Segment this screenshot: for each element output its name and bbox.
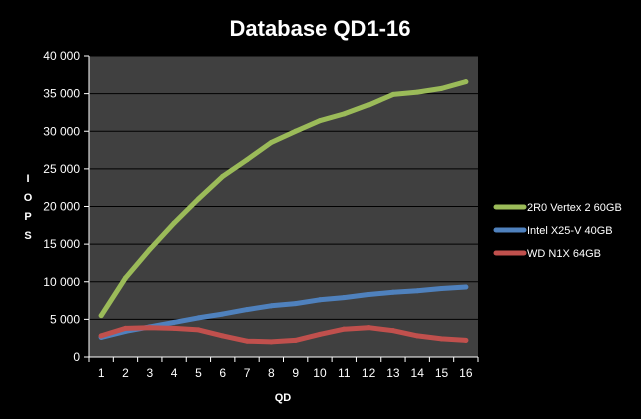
x-tick-label: 15 — [435, 366, 449, 380]
y-tick-label: 20 000 — [43, 200, 80, 214]
x-tick-label: 3 — [146, 366, 153, 380]
data-point — [390, 289, 396, 295]
data-point — [439, 286, 445, 292]
data-point — [171, 319, 177, 325]
y-tick-label: 30 000 — [43, 124, 80, 138]
x-tick-label: 11 — [338, 366, 351, 380]
data-point — [195, 327, 201, 333]
data-point — [366, 292, 372, 298]
data-point — [220, 173, 226, 179]
data-point — [341, 111, 347, 117]
y-axis-label-letter: I — [26, 173, 29, 185]
data-point — [244, 307, 250, 313]
x-axis-label: QD — [275, 392, 292, 404]
legend: 2R0 Vertex 2 60GB Intel X25-V 40GB WD N1X … — [493, 202, 622, 260]
data-point — [390, 91, 396, 97]
x-tick-label: 13 — [386, 366, 400, 380]
series-3 — [98, 325, 469, 345]
data-point — [293, 128, 299, 134]
data-point — [414, 333, 420, 339]
data-point — [366, 102, 372, 108]
x-tick-label: 9 — [292, 366, 299, 380]
y-axis-label-letter: O — [24, 192, 33, 204]
data-point — [220, 333, 226, 339]
data-point — [122, 275, 128, 281]
data-point — [171, 220, 177, 226]
series-line — [98, 325, 469, 345]
data-point — [317, 297, 323, 303]
data-point — [122, 325, 128, 331]
x-tick-label: 5 — [195, 366, 202, 380]
data-point — [439, 85, 445, 91]
x-tick-label: 7 — [244, 366, 251, 380]
data-point — [220, 311, 226, 317]
x-tick-label: 2 — [122, 366, 129, 380]
x-tick-label: 6 — [219, 366, 226, 380]
data-point — [268, 303, 274, 309]
y-tick-label: 0 — [73, 350, 80, 364]
y-tick-label: 5 000 — [50, 312, 80, 326]
legend-label: WD N1X 64GB — [527, 248, 601, 260]
series-line — [98, 284, 469, 340]
data-point — [439, 336, 445, 342]
data-point — [414, 89, 420, 95]
data-point — [366, 325, 372, 331]
data-point — [463, 79, 469, 85]
data-point — [317, 118, 323, 124]
y-tick-label: 35 000 — [43, 87, 80, 101]
data-point — [244, 338, 250, 344]
x-tick-label: 1 — [98, 366, 105, 380]
y-tick-label: 10 000 — [43, 275, 80, 289]
data-point — [390, 328, 396, 334]
series-line — [98, 79, 469, 319]
data-point — [463, 284, 469, 290]
data-point — [147, 325, 153, 331]
data-point — [147, 246, 153, 252]
y-tick-label: 40 000 — [43, 49, 80, 63]
series-1 — [98, 79, 469, 319]
x-tick-label: 12 — [362, 366, 376, 380]
data-point — [171, 325, 177, 331]
x-tick-label: 14 — [411, 366, 425, 380]
data-point — [463, 337, 469, 343]
data-point — [98, 313, 104, 319]
y-axis-label-letter: P — [24, 211, 31, 223]
x-tick-label: 4 — [171, 366, 178, 380]
data-point — [268, 140, 274, 146]
y-axis-label-letter: S — [24, 230, 31, 242]
chart-title: Database QD1-16 — [230, 16, 411, 41]
data-point — [244, 157, 250, 163]
legend-label: 2R0 Vertex 2 60GB — [527, 202, 622, 214]
x-tick-label: 16 — [459, 366, 473, 380]
x-tick-label: 10 — [313, 366, 327, 380]
y-tick-label: 25 000 — [43, 162, 80, 176]
data-point — [195, 196, 201, 202]
legend-label: Intel X25-V 40GB — [527, 225, 613, 237]
data-point — [317, 331, 323, 337]
data-point — [98, 333, 104, 339]
y-tick-label: 15 000 — [43, 237, 80, 251]
data-point — [341, 326, 347, 332]
data-point — [293, 337, 299, 343]
data-point — [341, 295, 347, 301]
x-tick-label: 8 — [268, 366, 275, 380]
data-point — [195, 315, 201, 321]
data-point — [293, 301, 299, 307]
data-point — [268, 339, 274, 345]
data-point — [414, 288, 420, 294]
